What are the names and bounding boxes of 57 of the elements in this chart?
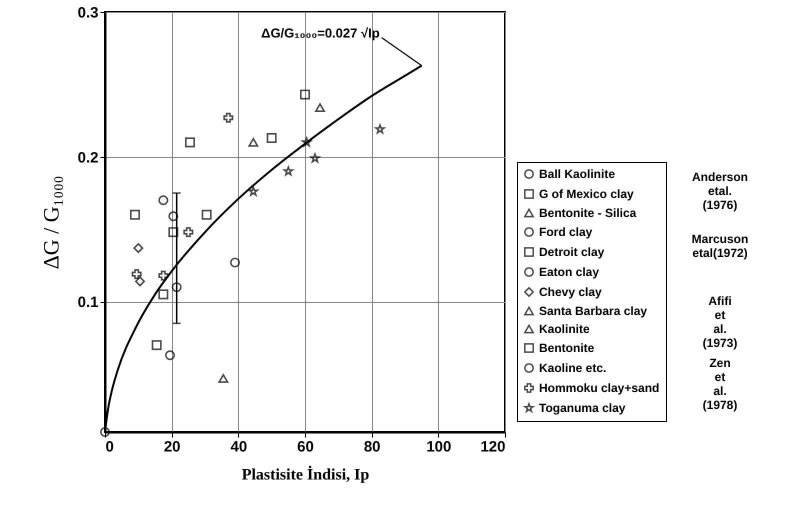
x-tick-label: 80 (364, 438, 381, 456)
point (133, 243, 144, 254)
point (172, 282, 182, 292)
legend-label: Santa Barbara clay (539, 304, 648, 318)
text: Zen et al. (1978) (702, 356, 738, 412)
x-tick-label: 60 (297, 438, 314, 456)
legend-label: G of Mexico clay (539, 187, 634, 201)
legend-label: Detroit clay (539, 245, 605, 259)
point (375, 124, 385, 134)
point (168, 227, 178, 238)
point (284, 166, 294, 176)
point (248, 138, 258, 147)
y-tick-label: 0.2 (78, 149, 98, 166)
point (218, 374, 228, 383)
point (248, 186, 258, 196)
point (152, 340, 162, 350)
legend-label: Kaoline etc. (539, 361, 606, 375)
point (300, 90, 310, 100)
x-tick-label: 40 (230, 438, 248, 456)
text: Anderson etal. (1976) (692, 170, 748, 212)
point (223, 112, 234, 123)
legend-label: Toganuma clay (539, 401, 626, 415)
point (266, 133, 277, 143)
x-tick-label: 0 (106, 438, 114, 456)
point (302, 137, 312, 147)
legend-label: Ford clay (539, 225, 593, 239)
point (158, 289, 168, 300)
annotation: ΔG/G₁₀₀₀=0.027 √Ip (261, 26, 380, 41)
point (315, 103, 325, 112)
legend-label: Ball Kaolinite (539, 167, 616, 181)
x-tick-label: 20 (164, 438, 181, 456)
point (158, 270, 168, 281)
y-axis-title: ΔG / G₁₀₀₀ (38, 176, 64, 270)
point (185, 137, 195, 148)
legend-label: Hommoku clay+sand (539, 381, 660, 395)
point (130, 210, 140, 220)
point (132, 269, 142, 280)
legend-label: Eaton clay (539, 265, 600, 279)
legend-label: Kaolinite (539, 322, 590, 336)
y-tick-label: 0.3 (78, 4, 98, 22)
x-tick-label: 120 (480, 438, 506, 456)
x-tick-label: 100 (426, 438, 452, 456)
text: Marcuson etal(1972) (692, 232, 748, 260)
point (310, 153, 320, 162)
legend-label: Chevy clay (539, 285, 602, 299)
point (165, 350, 175, 360)
point (202, 210, 212, 220)
text: Afifi et al. (1973) (702, 294, 738, 350)
point (158, 195, 168, 206)
point (135, 276, 145, 286)
point (183, 227, 194, 238)
point (168, 211, 178, 222)
legend-label: Bentonite (539, 341, 595, 355)
x-axis-title: Plastisite İndisi, Ip (242, 466, 370, 484)
point (230, 258, 240, 268)
y-tick-label: 0.1 (78, 294, 98, 312)
legend-label: Bentonite - Silica (539, 206, 637, 220)
